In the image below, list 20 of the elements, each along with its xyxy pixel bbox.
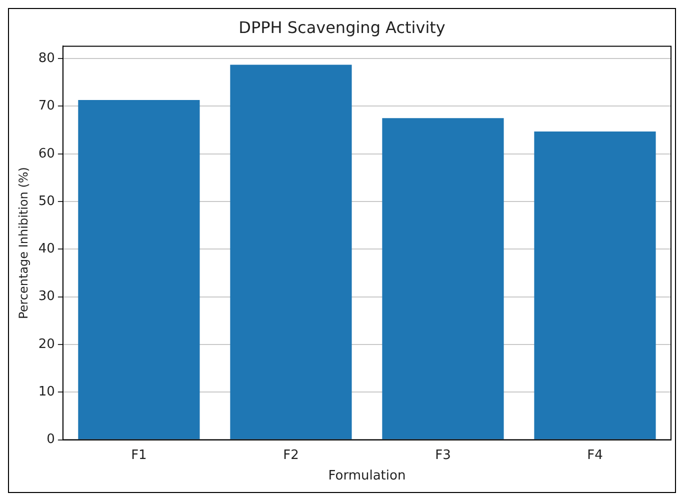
x-axis-title: Formulation [328, 468, 406, 484]
y-tick-label: 70 [38, 98, 55, 114]
y-tick-label: 10 [38, 384, 55, 400]
y-tick-label: 20 [38, 336, 55, 352]
bar [382, 118, 504, 440]
y-tick-label: 60 [38, 146, 55, 162]
bar [78, 100, 200, 440]
bar [534, 131, 656, 440]
y-tick-label: 30 [38, 289, 55, 304]
chart-title: DPPH Scavenging Activity [238, 18, 446, 37]
x-tick-label: F3 [435, 448, 451, 463]
x-tick-label: F2 [283, 448, 299, 463]
y-tick-label: 40 [38, 242, 55, 257]
x-tick-label: F4 [587, 448, 603, 463]
x-tick-label: F1 [131, 448, 147, 463]
y-tick-label: 50 [38, 194, 55, 209]
y-axis-title: Percentage Inhibition (%) [16, 167, 30, 319]
bar [230, 64, 352, 440]
y-tick-label: 80 [38, 50, 55, 66]
y-tick-label: 0 [46, 432, 55, 448]
